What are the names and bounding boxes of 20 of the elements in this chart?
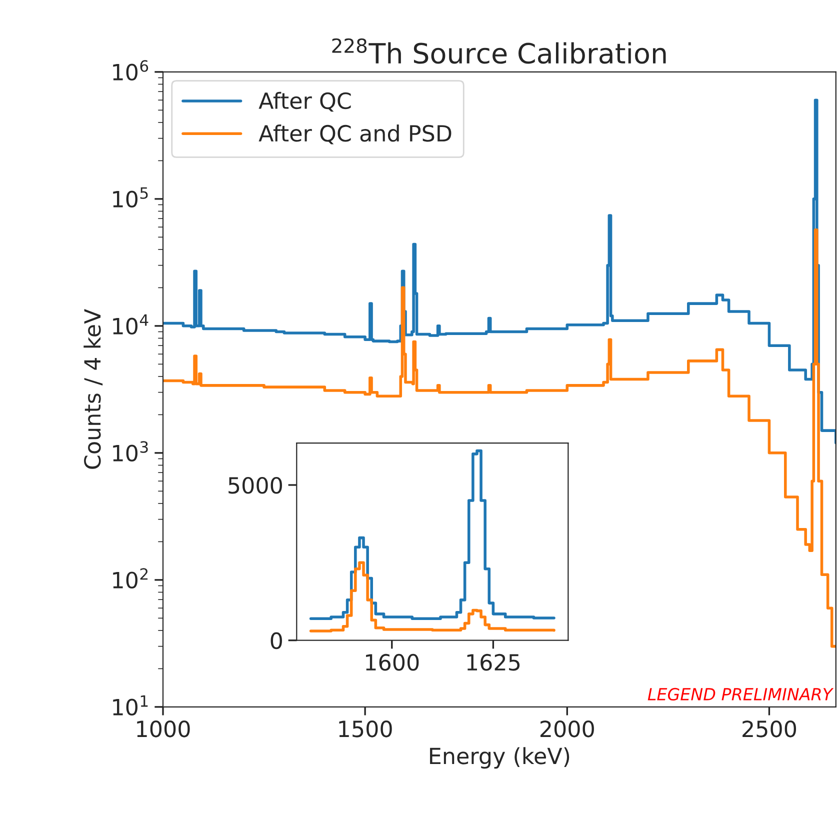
- x-tick-label: 1500: [339, 720, 392, 738]
- annotation: LEGEND PRELIMINARY: [648, 688, 834, 701]
- y-tick-label: 5000: [228, 476, 282, 494]
- x-tick-label: 1000: [137, 720, 190, 738]
- x-tick-label: 1625: [467, 654, 520, 671]
- chart-title: $^{228}$Th Source Calibration: [332, 38, 666, 64]
- y-axis-title: Counts / 4 keV: [84, 308, 103, 469]
- y-tick-label: 10$^{4}$: [113, 314, 148, 335]
- x-axis-title: Energy (keV): [430, 747, 570, 769]
- y-tick-label: 10$^{5}$: [113, 187, 148, 208]
- x-tick-label: 1600: [366, 654, 419, 671]
- y-tick-label: 10$^{2}$: [113, 568, 148, 589]
- x-tick-label: 2000: [540, 720, 594, 738]
- y-tick-label: 10$^{6}$: [113, 60, 148, 81]
- x-tick-label: 2500: [742, 720, 796, 738]
- y-tick-label: 10$^{1}$: [113, 695, 148, 716]
- y-tick-label: 10$^{3}$: [113, 441, 148, 462]
- legend-label: After QC: [258, 92, 351, 112]
- y-tick-label: 0: [270, 632, 282, 650]
- legend-label: After QC and PSD: [258, 124, 452, 144]
